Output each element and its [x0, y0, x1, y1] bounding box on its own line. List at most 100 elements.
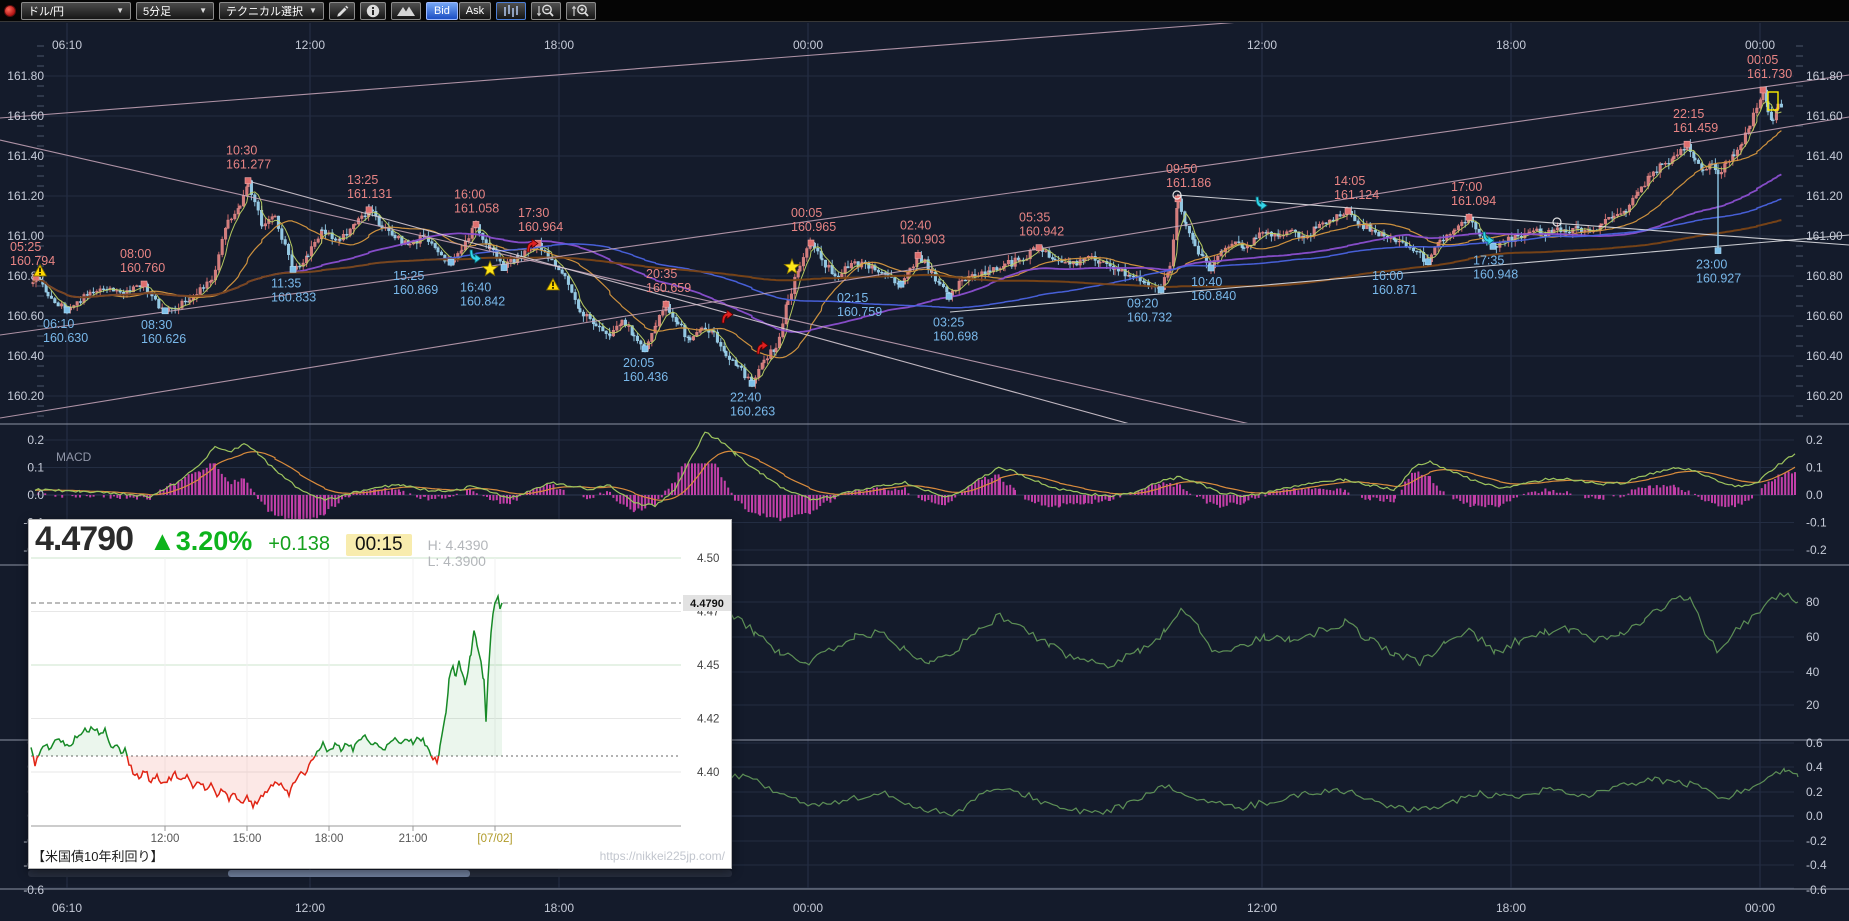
- svg-text:160.871: 160.871: [1372, 283, 1417, 297]
- zoom-out-button[interactable]: [530, 1, 561, 20]
- svg-text:12:00: 12:00: [295, 901, 325, 915]
- svg-text:0.6: 0.6: [1806, 736, 1823, 750]
- ask-label: Ask: [465, 4, 485, 17]
- svg-text:16:40: 16:40: [460, 281, 491, 295]
- chevron-down-icon: ▼: [199, 6, 207, 15]
- svg-text:12:00: 12:00: [151, 833, 180, 845]
- svg-text:06:10: 06:10: [43, 317, 74, 331]
- svg-text:02:40: 02:40: [900, 218, 931, 232]
- pencil-icon: [337, 5, 349, 17]
- svg-text:161.730: 161.730: [1747, 67, 1792, 81]
- svg-text:00:00: 00:00: [1745, 38, 1775, 52]
- svg-text:[07/02]: [07/02]: [477, 833, 512, 845]
- svg-text:160.732: 160.732: [1127, 311, 1172, 325]
- info-button[interactable]: [359, 1, 386, 20]
- svg-text:0.4: 0.4: [1806, 760, 1823, 774]
- draw-button[interactable]: [328, 1, 355, 20]
- svg-text:12:00: 12:00: [1247, 38, 1277, 52]
- svg-text:160.436: 160.436: [623, 370, 668, 384]
- macd-panel-series: [34, 431, 1796, 524]
- svg-text:40: 40: [1806, 665, 1820, 679]
- chevron-down-icon: ▼: [116, 6, 124, 15]
- svg-text:02:15: 02:15: [837, 291, 868, 305]
- svg-text:18:00: 18:00: [1496, 38, 1526, 52]
- trend-lines[interactable]: [0, 22, 1849, 424]
- ask-button[interactable]: Ask: [458, 1, 491, 20]
- pct-text: 3.20%: [175, 526, 253, 556]
- svg-text:161.00: 161.00: [7, 229, 44, 243]
- scrollbar-thumb[interactable]: [228, 870, 470, 877]
- svg-text:0.0: 0.0: [1806, 809, 1823, 823]
- svg-text:20:05: 20:05: [623, 356, 654, 370]
- svg-text:161.459: 161.459: [1673, 121, 1718, 135]
- pair-dropdown[interactable]: ドル/円 ▼: [21, 1, 131, 20]
- svg-text:17:35: 17:35: [1473, 253, 1504, 267]
- yield-title: 【米国債10年利回り】: [32, 849, 164, 864]
- info-icon: [366, 4, 380, 17]
- svg-text:-0.6: -0.6: [1806, 883, 1827, 897]
- svg-text:14:05: 14:05: [1334, 174, 1365, 188]
- yield-high: H: 4.4390: [427, 537, 489, 553]
- svg-text:4.40: 4.40: [697, 767, 719, 779]
- svg-text:17:30: 17:30: [518, 206, 549, 220]
- technical-dropdown[interactable]: テクニカル選択 ▼: [219, 1, 324, 20]
- svg-text:13:25: 13:25: [347, 173, 378, 187]
- svg-text:161.186: 161.186: [1166, 176, 1211, 190]
- svg-text:-0.6: -0.6: [23, 883, 44, 897]
- svg-text:20: 20: [1806, 698, 1820, 712]
- svg-text:16:00: 16:00: [454, 187, 485, 201]
- svg-text:161.094: 161.094: [1451, 194, 1496, 208]
- svg-text:160.626: 160.626: [141, 332, 186, 346]
- svg-text:0.2: 0.2: [1806, 433, 1823, 447]
- svg-text:160.964: 160.964: [518, 220, 563, 234]
- chart-signal-icons: [32, 91, 1779, 355]
- horizontal-scrollbar[interactable]: [28, 870, 732, 877]
- svg-text:161.40: 161.40: [7, 149, 44, 163]
- chart-style-button[interactable]: [390, 1, 421, 20]
- svg-text:160.869: 160.869: [393, 283, 438, 297]
- svg-text:-0.1: -0.1: [1806, 516, 1827, 530]
- svg-text:4.4790: 4.4790: [690, 598, 724, 610]
- svg-text:161.20: 161.20: [7, 189, 44, 203]
- up-triangle-icon: ▲: [149, 526, 176, 556]
- zoom-out-icon: [536, 4, 554, 17]
- tick-bars-icon: [504, 4, 518, 17]
- svg-text:12:00: 12:00: [295, 38, 325, 52]
- tick-chart-button[interactable]: [495, 1, 526, 20]
- svg-text:-0.2: -0.2: [1806, 834, 1827, 848]
- treasury-yield-overlay-window[interactable]: 4.50 4.47 4.45 4.42 4.40 4.4790 12:00 15:00 18:0…: [28, 519, 732, 869]
- svg-text:00:05: 00:05: [791, 206, 822, 220]
- svg-text:160.927: 160.927: [1696, 272, 1741, 286]
- zoom-in-icon: [571, 4, 589, 17]
- svg-text:22:40: 22:40: [730, 390, 761, 404]
- svg-text:23:00: 23:00: [1696, 258, 1727, 272]
- yield-value: 4.4790: [35, 520, 134, 558]
- bid-button[interactable]: Bid: [425, 1, 458, 20]
- mountain-icon: [396, 6, 415, 16]
- svg-text:160.948: 160.948: [1473, 267, 1518, 281]
- svg-text:-0.2: -0.2: [1806, 543, 1827, 557]
- svg-text:03:25: 03:25: [933, 315, 964, 329]
- chevron-down-icon: ▼: [309, 6, 317, 15]
- yield-high-low: H: 4.4390 L: 4.3900: [428, 537, 489, 569]
- svg-text:160.760: 160.760: [120, 261, 165, 275]
- svg-text:161.058: 161.058: [454, 201, 499, 215]
- svg-text:10:30: 10:30: [226, 144, 257, 158]
- timeframe-dropdown[interactable]: 5分足 ▼: [136, 1, 214, 20]
- svg-text:160.20: 160.20: [1806, 389, 1843, 403]
- svg-text:161.277: 161.277: [226, 158, 271, 172]
- svg-text:0.2: 0.2: [27, 433, 44, 447]
- svg-text:05:25: 05:25: [10, 240, 41, 254]
- svg-text:08:00: 08:00: [120, 247, 151, 261]
- svg-text:09:50: 09:50: [1166, 162, 1197, 176]
- svg-text:161.60: 161.60: [1806, 109, 1843, 123]
- svg-text:06:10: 06:10: [52, 38, 82, 52]
- svg-text:05:35: 05:35: [1019, 211, 1050, 225]
- svg-text:09:20: 09:20: [1127, 297, 1158, 311]
- svg-text:00:00: 00:00: [793, 901, 823, 915]
- yield-gridlines: [31, 557, 681, 831]
- timeframe-label: 5分足: [143, 5, 172, 18]
- zoom-in-button[interactable]: [565, 1, 596, 20]
